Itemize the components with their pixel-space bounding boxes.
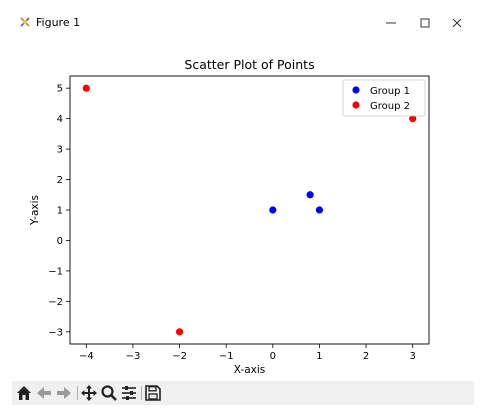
legend-marker (352, 101, 360, 109)
maximize-button[interactable] (408, 10, 442, 36)
close-button[interactable] (440, 10, 474, 36)
y-tick-label: −1 (48, 266, 63, 277)
data-point (409, 115, 417, 123)
data-point (315, 206, 324, 214)
title-bar: Figure 1 (12, 10, 474, 36)
y-tick-label: 1 (57, 206, 63, 217)
save-button[interactable] (143, 383, 163, 403)
y-tick-label: 4 (57, 114, 63, 125)
chart-title: Scatter Plot of Points (184, 57, 314, 72)
back-button[interactable] (34, 383, 54, 403)
y-tick-label: 2 (57, 175, 63, 186)
back-icon (37, 387, 51, 399)
x-tick-label: −3 (126, 351, 141, 362)
toolbar-separator (77, 386, 78, 400)
minimize-icon (386, 22, 396, 24)
home-button[interactable] (14, 383, 34, 403)
minimize-button[interactable] (374, 10, 408, 36)
y-axis-label: Y-axis (29, 195, 41, 226)
x-tick-label: −1 (219, 351, 234, 362)
data-point (82, 84, 90, 92)
legend-marker (352, 86, 360, 94)
window-title: Figure 1 (36, 16, 81, 29)
zoom-icon (101, 385, 117, 401)
data-point (175, 328, 184, 336)
figure-window: Figure 1 Scatter Plot of Points −4 −3 −2 −1 0… (12, 10, 474, 405)
data-point (306, 191, 314, 199)
forward-button[interactable] (54, 383, 74, 403)
matplotlib-app-icon (20, 17, 30, 27)
home-icon (17, 386, 31, 400)
y-tick-label: −3 (48, 327, 63, 338)
toolbar-separator (141, 386, 142, 400)
maximize-icon (420, 18, 430, 28)
y-tick-label: 5 (57, 84, 63, 95)
x-tick-label: −2 (172, 351, 187, 362)
legend-box (342, 79, 426, 117)
configure-subplots-button[interactable] (119, 383, 139, 403)
legend-label: Group 2 (370, 101, 410, 112)
x-tick-label: 2 (363, 351, 369, 362)
save-icon (145, 385, 161, 401)
configure-subplots-icon (122, 386, 136, 400)
close-icon (452, 18, 462, 28)
data-point (269, 206, 277, 214)
x-tick-label: 1 (316, 351, 322, 362)
scatter-chart: Scatter Plot of Points −4 −3 −2 −1 0 1 2 3 −3 −2 −1… (29, 57, 430, 376)
navigation-toolbar (12, 381, 474, 405)
x-axis-label: X-axis (234, 364, 266, 376)
y-tick-label: 0 (57, 236, 63, 247)
x-tick-label: 3 (409, 351, 415, 362)
plot-frame (69, 75, 430, 345)
y-tick-label: 3 (57, 145, 63, 156)
pan-button[interactable] (79, 383, 99, 403)
y-tick-label: −2 (48, 297, 63, 308)
x-tick-label: −4 (79, 351, 94, 362)
pan-icon (81, 385, 97, 401)
forward-icon (57, 387, 71, 399)
zoom-button[interactable] (99, 383, 119, 403)
legend-label: Group 1 (370, 86, 410, 97)
x-tick-label: 0 (270, 351, 276, 362)
